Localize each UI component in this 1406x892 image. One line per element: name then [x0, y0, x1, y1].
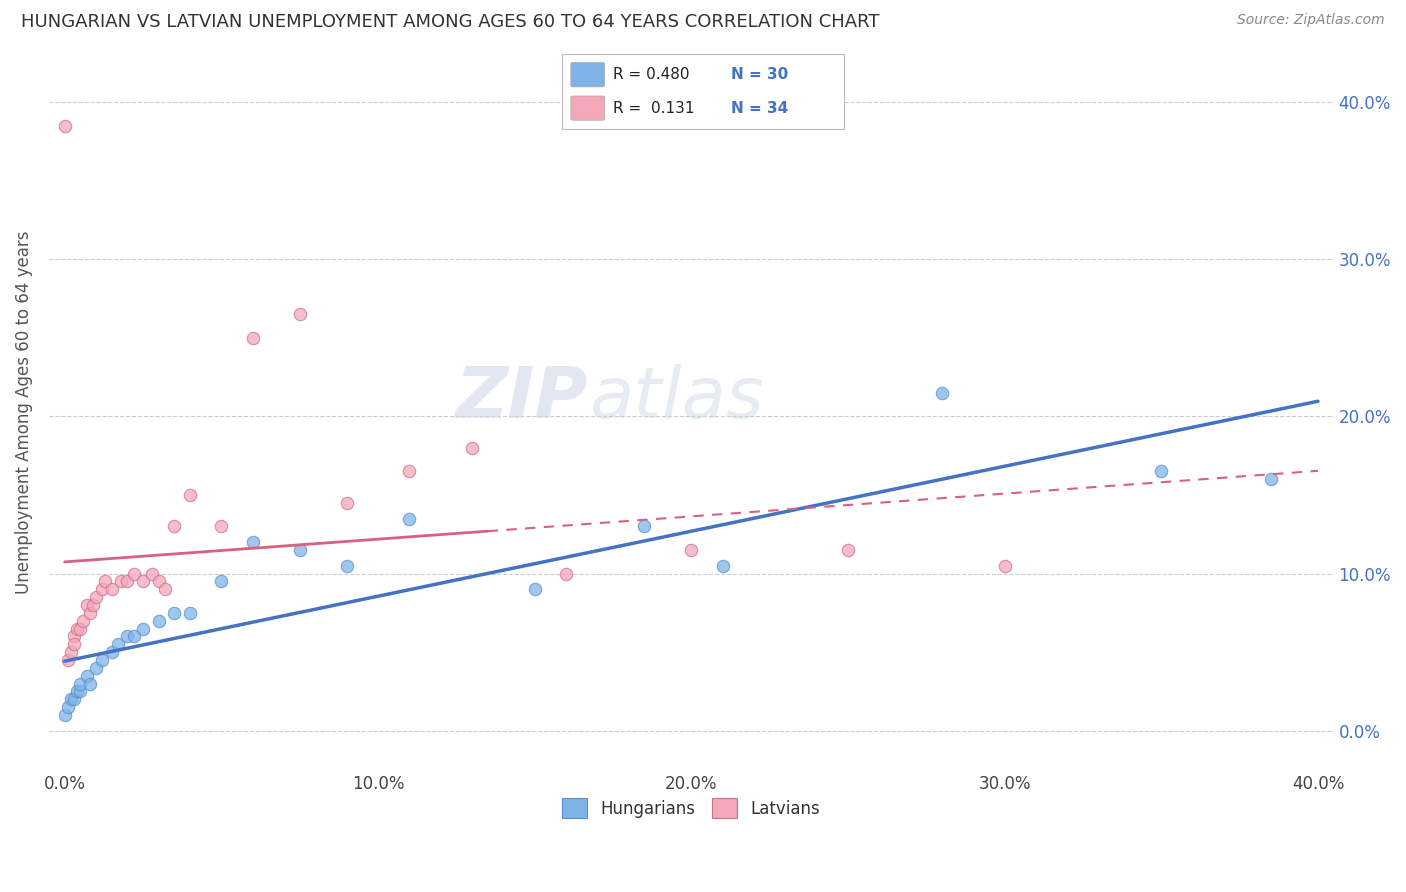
Point — [91, 653, 114, 667]
Point — [711, 558, 734, 573]
Point — [122, 566, 145, 581]
Point — [336, 496, 359, 510]
Point — [79, 606, 101, 620]
Text: ZIP: ZIP — [457, 364, 589, 433]
Point — [122, 630, 145, 644]
Point — [633, 519, 655, 533]
Point — [53, 708, 76, 723]
Point — [82, 598, 104, 612]
Text: N = 34: N = 34 — [731, 101, 789, 116]
Point — [931, 386, 953, 401]
Point — [179, 488, 201, 502]
Point — [66, 622, 89, 636]
Point — [59, 692, 82, 706]
Point — [94, 574, 117, 589]
Point — [84, 661, 107, 675]
Point — [110, 574, 132, 589]
Point — [79, 676, 101, 690]
Y-axis label: Unemployment Among Ages 60 to 64 years: Unemployment Among Ages 60 to 64 years — [15, 231, 32, 594]
Point — [398, 511, 420, 525]
Text: Source: ZipAtlas.com: Source: ZipAtlas.com — [1237, 13, 1385, 28]
Point — [59, 645, 82, 659]
Point — [56, 700, 79, 714]
Text: R =  0.131: R = 0.131 — [613, 101, 695, 116]
Point — [461, 441, 484, 455]
Point — [63, 637, 86, 651]
Point — [76, 669, 98, 683]
Point — [69, 684, 91, 698]
Point — [555, 566, 578, 581]
Point — [117, 574, 139, 589]
Point — [69, 676, 91, 690]
Legend: Hungarians, Latvians: Hungarians, Latvians — [554, 790, 828, 826]
FancyBboxPatch shape — [571, 62, 605, 87]
Point — [1150, 465, 1173, 479]
Point — [132, 574, 155, 589]
Text: R = 0.480: R = 0.480 — [613, 67, 689, 82]
Point — [153, 582, 176, 597]
Point — [837, 543, 859, 558]
Point — [132, 622, 155, 636]
Point — [63, 692, 86, 706]
Point — [336, 558, 359, 573]
Point — [179, 606, 201, 620]
Point — [1260, 472, 1282, 486]
FancyBboxPatch shape — [571, 96, 605, 120]
Point — [163, 519, 186, 533]
Point — [681, 543, 703, 558]
Point — [56, 653, 79, 667]
Point — [288, 307, 311, 321]
Text: atlas: atlas — [589, 364, 763, 433]
Point — [523, 582, 546, 597]
Text: N = 30: N = 30 — [731, 67, 789, 82]
Point — [163, 606, 186, 620]
Point — [242, 535, 264, 549]
Point — [994, 558, 1017, 573]
Point — [288, 543, 311, 558]
Point — [148, 614, 170, 628]
Point — [76, 598, 98, 612]
Point — [148, 574, 170, 589]
Point — [53, 119, 76, 133]
Point — [100, 645, 122, 659]
Text: HUNGARIAN VS LATVIAN UNEMPLOYMENT AMONG AGES 60 TO 64 YEARS CORRELATION CHART: HUNGARIAN VS LATVIAN UNEMPLOYMENT AMONG … — [21, 13, 880, 31]
Point — [141, 566, 163, 581]
Point — [209, 574, 232, 589]
Point — [107, 637, 129, 651]
Point — [100, 582, 122, 597]
Point — [69, 622, 91, 636]
Point — [398, 465, 420, 479]
Point — [117, 630, 139, 644]
Point — [66, 684, 89, 698]
Point — [72, 614, 94, 628]
Point — [84, 590, 107, 604]
Point — [63, 630, 86, 644]
Point — [91, 582, 114, 597]
Point — [209, 519, 232, 533]
Point — [242, 331, 264, 345]
